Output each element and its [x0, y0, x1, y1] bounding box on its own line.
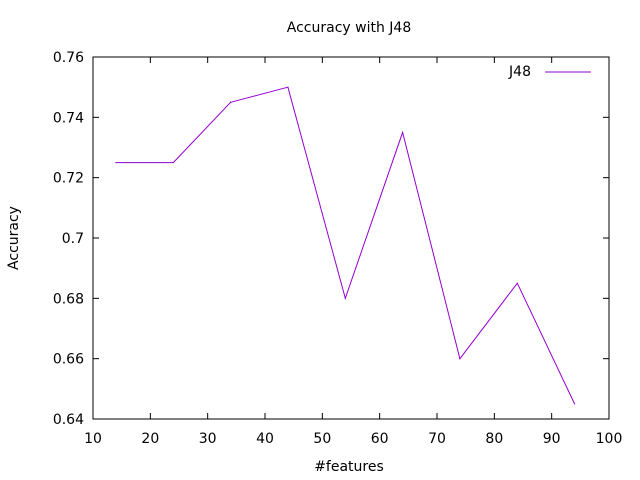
- plot-frame: [92, 56, 610, 420]
- x-tick-label: 100: [596, 431, 623, 447]
- x-tick-label: 90: [543, 431, 561, 447]
- y-tick-label: 0.72: [53, 171, 84, 187]
- y-tick-label: 0.66: [53, 352, 84, 368]
- legend: J48: [508, 64, 591, 80]
- legend-label-j48: J48: [508, 64, 531, 80]
- x-tick-label: 40: [256, 431, 274, 447]
- data-point: [344, 297, 346, 299]
- y-tick-label: 0.7: [62, 231, 84, 247]
- y-axis-label: Accuracy: [6, 206, 22, 270]
- x-axis-label: #features: [314, 459, 384, 475]
- x-tick-label: 70: [428, 431, 446, 447]
- series-line-j48: [115, 86, 576, 405]
- data-point: [115, 161, 117, 164]
- x-tick-label: 50: [313, 431, 331, 447]
- data-point: [287, 86, 289, 88]
- x-tick-label: 30: [199, 431, 217, 447]
- y-tick-label: 0.64: [53, 412, 84, 428]
- data-point: [516, 282, 518, 284]
- x-tick-label: 60: [371, 431, 389, 447]
- x-tick-label: 10: [84, 431, 102, 447]
- y-tick-label: 0.68: [53, 291, 84, 307]
- data-point: [230, 101, 232, 103]
- data-point: [172, 161, 174, 164]
- data-point: [574, 403, 576, 405]
- chart-title: Accuracy with J48: [287, 20, 411, 36]
- y-tick-label: 0.74: [53, 110, 84, 126]
- x-tick-label: 20: [141, 431, 159, 447]
- axis-ticks: 10 20 30 40 50 60 70 80 90 100 0.64 0.66 0.68 0.7 0.72…: [53, 50, 623, 447]
- y-tick-label: 0.76: [53, 50, 84, 66]
- series-layer: [115, 86, 576, 405]
- data-point: [459, 358, 461, 360]
- x-tick-label: 80: [485, 431, 503, 447]
- data-point: [402, 131, 404, 134]
